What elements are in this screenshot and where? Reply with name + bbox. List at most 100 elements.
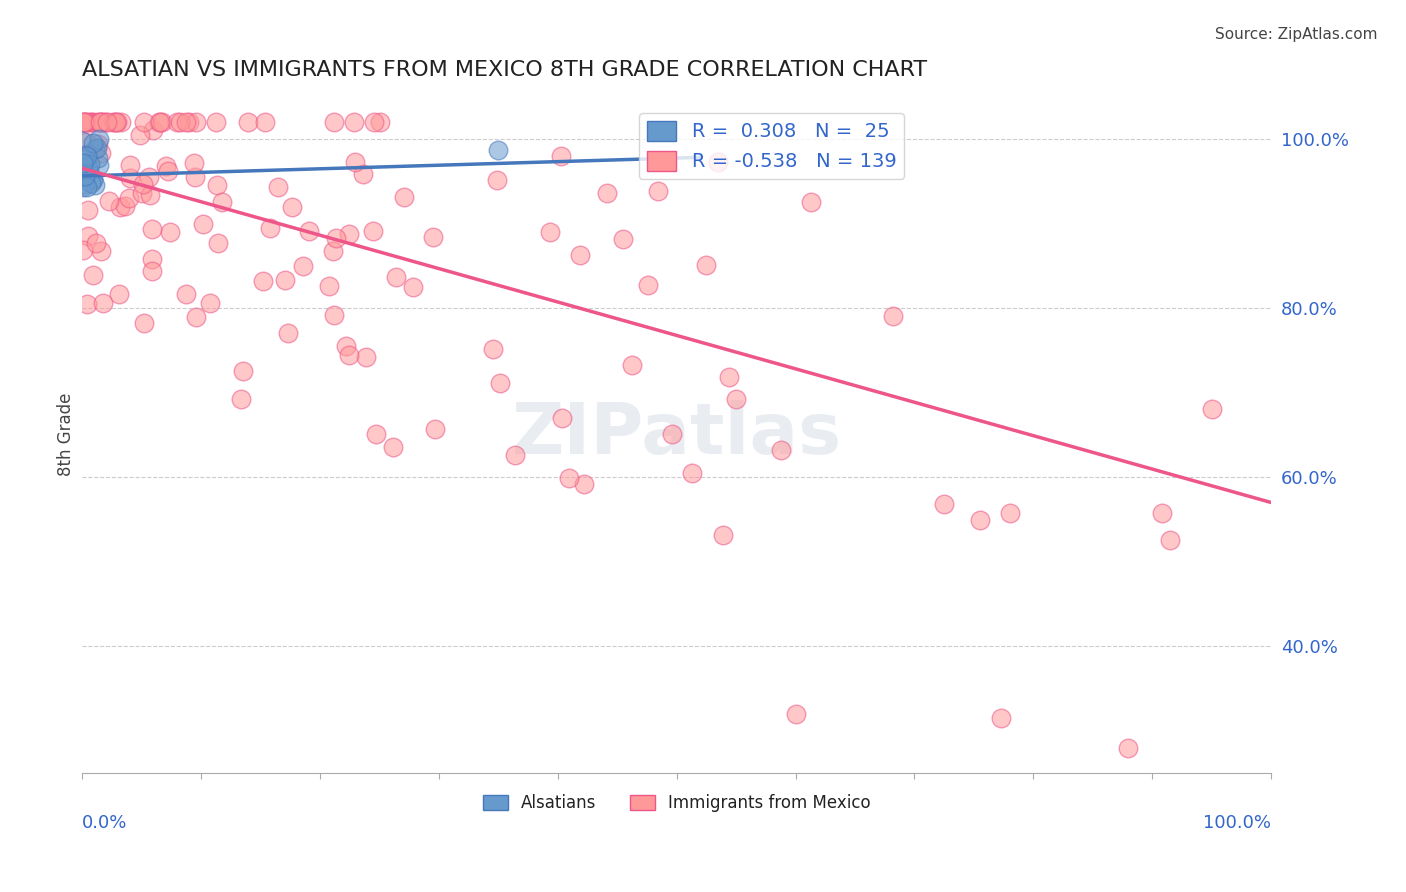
Point (769, 442, 792, 457)
Point (569, 247, 592, 261)
Point (75, 147, 97, 161)
Point (75, 115, 97, 129)
Point (72, 243, 94, 257)
Point (785, 706, 807, 721)
Point (91, 296, 114, 310)
Point (131, 186, 153, 200)
Point (482, 342, 505, 356)
Text: 100.0%: 100.0% (1204, 814, 1271, 832)
Point (259, 221, 281, 235)
Point (232, 364, 254, 378)
Point (149, 115, 172, 129)
Point (104, 115, 127, 129)
Point (990, 711, 1012, 725)
Point (485, 172, 508, 186)
Point (368, 115, 391, 129)
Point (117, 191, 139, 205)
Point (620, 358, 643, 372)
Point (681, 466, 703, 480)
Point (184, 115, 207, 129)
Point (322, 115, 344, 129)
Point (392, 190, 415, 204)
Point (211, 195, 233, 210)
Point (637, 277, 659, 292)
Point (711, 528, 734, 542)
Point (152, 115, 174, 129)
Point (75, 178, 97, 192)
Point (134, 316, 156, 330)
Point (76, 148, 98, 162)
Point (422, 230, 444, 244)
Point (596, 186, 619, 201)
Point (612, 232, 634, 246)
Point (184, 310, 207, 325)
Point (205, 178, 228, 192)
Point (79, 157, 101, 171)
Point (83, 178, 105, 193)
Point (322, 244, 344, 259)
Point (882, 309, 904, 323)
Text: Source: ZipAtlas.com: Source: ZipAtlas.com (1215, 27, 1378, 42)
Point (343, 155, 366, 169)
Point (486, 143, 509, 157)
Point (82, 171, 104, 186)
Point (337, 227, 360, 241)
Point (89, 132, 111, 146)
Point (141, 264, 163, 278)
Point (87, 136, 110, 151)
Point (238, 115, 260, 129)
Point (76, 202, 98, 217)
Point (101, 115, 124, 129)
Point (298, 224, 321, 238)
Point (1152, 506, 1174, 520)
Text: ZIPatlas: ZIPatlas (512, 401, 842, 469)
Point (90, 115, 112, 129)
Point (77, 163, 100, 178)
Point (647, 184, 669, 198)
Point (718, 369, 741, 384)
Point (120, 171, 142, 186)
Point (354, 351, 377, 365)
Point (200, 296, 222, 310)
Point (318, 279, 340, 293)
Point (82, 268, 104, 282)
Point (80, 115, 103, 129)
Point (695, 259, 717, 273)
Legend: Alsatians, Immigrants from Mexico: Alsatians, Immigrants from Mexico (477, 788, 877, 819)
Point (75, 115, 97, 129)
Point (73, 169, 96, 184)
Point (932, 497, 955, 511)
Point (557, 471, 579, 485)
Point (86, 151, 108, 165)
Text: ALSATIAN VS IMMIGRANTS FROM MEXICO 8TH GRADE CORRELATION CHART: ALSATIAN VS IMMIGRANTS FROM MEXICO 8TH G… (82, 60, 927, 79)
Point (207, 235, 229, 250)
Point (155, 159, 177, 173)
Point (82, 136, 104, 150)
Point (76, 160, 98, 174)
Point (76, 296, 98, 310)
Point (134, 115, 156, 129)
Point (91, 115, 114, 129)
Point (363, 224, 385, 238)
Point (120, 158, 142, 172)
Point (159, 225, 181, 239)
Point (108, 200, 131, 214)
Point (335, 339, 357, 353)
Point (322, 309, 344, 323)
Point (267, 180, 290, 194)
Point (1118, 740, 1140, 755)
Point (661, 426, 683, 441)
Point (229, 392, 252, 407)
Point (166, 115, 188, 129)
Point (425, 421, 447, 435)
Point (114, 198, 136, 212)
Point (574, 476, 596, 491)
Point (174, 115, 197, 129)
Point (998, 506, 1021, 520)
Point (551, 410, 574, 425)
Point (364, 427, 387, 442)
Point (132, 177, 155, 191)
Point (281, 200, 304, 214)
Point (538, 226, 561, 240)
Point (402, 280, 425, 294)
